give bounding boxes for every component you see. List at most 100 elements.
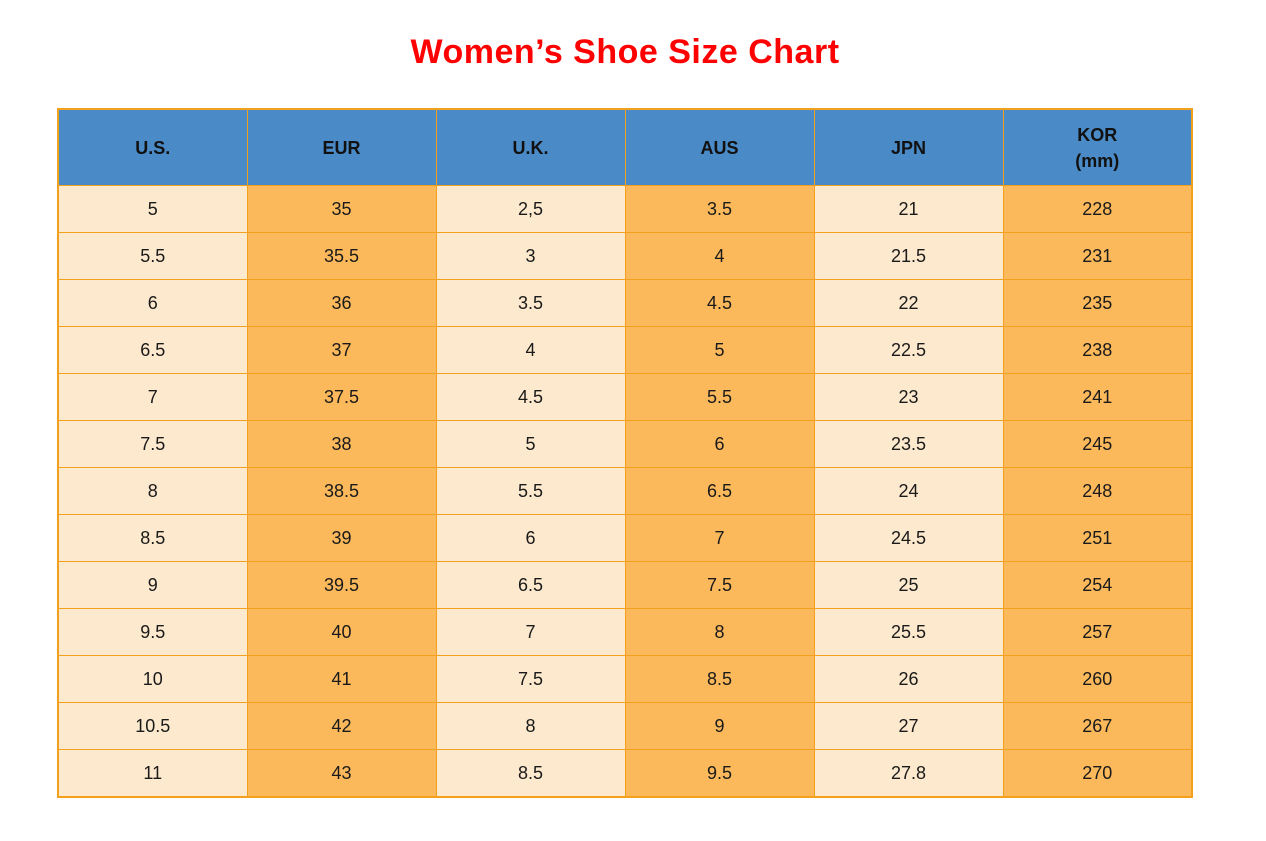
- table-cell: 11: [57, 749, 248, 798]
- table-cell: 43: [246, 749, 437, 798]
- shoe-size-table: U.S. EUR U.K. AUS JPN: [57, 108, 1193, 798]
- table-cell: 5.5: [435, 467, 626, 515]
- table-cell: 6: [624, 420, 815, 468]
- table-cell: 39: [246, 514, 437, 562]
- table-cell: 7.5: [57, 420, 248, 468]
- table-cell: 27: [813, 702, 1004, 750]
- column-header-jpn: JPN: [813, 108, 1004, 186]
- table-cell: 24: [813, 467, 1004, 515]
- table-cell: 26: [813, 655, 1004, 703]
- table-cell: 7: [624, 514, 815, 562]
- table-cell: 42: [246, 702, 437, 750]
- table-cell: 37.5: [246, 373, 437, 421]
- table-cell: 6: [57, 279, 248, 327]
- table-cell: 21.5: [813, 232, 1004, 280]
- table-row: 7 37.5 4.5 5.5 23 241: [57, 373, 1193, 421]
- table-cell: 4.5: [624, 279, 815, 327]
- table-cell: 5.5: [57, 232, 248, 280]
- table-cell: 257: [1002, 608, 1193, 656]
- table-cell: 7: [57, 373, 248, 421]
- table-cell: 3.5: [624, 185, 815, 233]
- table-cell: 5.5: [624, 373, 815, 421]
- table-cell: 7.5: [435, 655, 626, 703]
- table-cell: 4.5: [435, 373, 626, 421]
- table-cell: 5: [57, 185, 248, 233]
- table-cell: 27.8: [813, 749, 1004, 798]
- table-header: U.S. EUR U.K. AUS JPN: [57, 108, 1193, 186]
- column-header-uk: U.K.: [435, 108, 626, 186]
- table-cell: 21: [813, 185, 1004, 233]
- table-row: 6 36 3.5 4.5 22 235: [57, 279, 1193, 327]
- table-cell: 9.5: [57, 608, 248, 656]
- table-cell: 260: [1002, 655, 1193, 703]
- table-cell: 38.5: [246, 467, 437, 515]
- table-row: 8 38.5 5.5 6.5 24 248: [57, 467, 1193, 515]
- table-cell: 6.5: [435, 561, 626, 609]
- column-header-label: EUR: [322, 137, 361, 158]
- table-cell: 23: [813, 373, 1004, 421]
- table-cell: 8.5: [57, 514, 248, 562]
- table-cell: 9: [624, 702, 815, 750]
- column-header-sublabel: (mm): [1075, 150, 1120, 171]
- column-header-eur: EUR: [246, 108, 437, 186]
- table-cell: 241: [1002, 373, 1193, 421]
- table-cell: 7.5: [624, 561, 815, 609]
- table-cell: 6.5: [624, 467, 815, 515]
- table-cell: 7: [435, 608, 626, 656]
- table-cell: 40: [246, 608, 437, 656]
- column-header-label: KOR: [1077, 124, 1118, 145]
- table-cell: 10: [57, 655, 248, 703]
- column-header-aus: AUS: [624, 108, 815, 186]
- table-row: 11 43 8.5 9.5 27.8 270: [57, 749, 1193, 798]
- table-cell: 270: [1002, 749, 1193, 798]
- table-cell: 37: [246, 326, 437, 374]
- table-body: 5 35 2,5 3.5 21 228 5.5 35.5 3 4 21.5 231 6 36 3.5 4.5 2…: [57, 185, 1193, 798]
- column-header-label: U.K.: [512, 137, 549, 158]
- table-row: 5 35 2,5 3.5 21 228: [57, 185, 1193, 233]
- table-cell: 6: [435, 514, 626, 562]
- column-header-kor: KOR (mm): [1002, 108, 1193, 186]
- table-cell: 267: [1002, 702, 1193, 750]
- table-cell: 235: [1002, 279, 1193, 327]
- table-cell: 10.5: [57, 702, 248, 750]
- table-cell: 248: [1002, 467, 1193, 515]
- table-cell: 2,5: [435, 185, 626, 233]
- table-cell: 4: [624, 232, 815, 280]
- table-cell: 23.5: [813, 420, 1004, 468]
- table-row: 9.5 40 7 8 25.5 257: [57, 608, 1193, 656]
- table-cell: 9: [57, 561, 248, 609]
- table-cell: 24.5: [813, 514, 1004, 562]
- table-cell: 8: [624, 608, 815, 656]
- table-row: 8.5 39 6 7 24.5 251: [57, 514, 1193, 562]
- table-cell: 5: [624, 326, 815, 374]
- table-cell: 35: [246, 185, 437, 233]
- table-cell: 231: [1002, 232, 1193, 280]
- table-cell: 8: [57, 467, 248, 515]
- table-cell: 35.5: [246, 232, 437, 280]
- table-cell: 41: [246, 655, 437, 703]
- table-cell: 228: [1002, 185, 1193, 233]
- table-cell: 251: [1002, 514, 1193, 562]
- table-cell: 25: [813, 561, 1004, 609]
- table-cell: 39.5: [246, 561, 437, 609]
- table-cell: 25.5: [813, 608, 1004, 656]
- table-cell: 4: [435, 326, 626, 374]
- column-header-label: JPN: [890, 137, 926, 158]
- table-row: 7.5 38 5 6 23.5 245: [57, 420, 1193, 468]
- table-cell: 36: [246, 279, 437, 327]
- table-cell: 3: [435, 232, 626, 280]
- table-row: 5.5 35.5 3 4 21.5 231: [57, 232, 1193, 280]
- table-row: 9 39.5 6.5 7.5 25 254: [57, 561, 1193, 609]
- table-cell: 38: [246, 420, 437, 468]
- table-row: 6.5 37 4 5 22.5 238: [57, 326, 1193, 374]
- table-row: 10.5 42 8 9 27 267: [57, 702, 1193, 750]
- table-cell: 22: [813, 279, 1004, 327]
- column-header-label: U.S.: [135, 137, 171, 158]
- table-cell: 6.5: [57, 326, 248, 374]
- table-cell: 245: [1002, 420, 1193, 468]
- table-cell: 254: [1002, 561, 1193, 609]
- table-row: 10 41 7.5 8.5 26 260: [57, 655, 1193, 703]
- column-header-us: U.S.: [57, 108, 248, 186]
- table-cell: 3.5: [435, 279, 626, 327]
